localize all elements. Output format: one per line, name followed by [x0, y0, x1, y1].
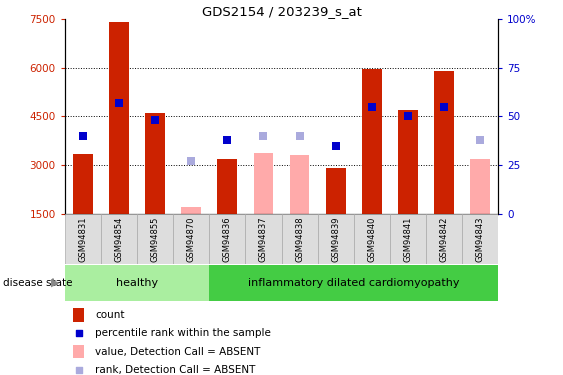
Bar — [217, 159, 237, 214]
Bar — [390, 214, 426, 264]
Point — [187, 158, 196, 164]
Bar — [217, 159, 237, 214]
Text: GSM94855: GSM94855 — [150, 216, 159, 262]
Bar — [289, 154, 310, 214]
Point — [476, 136, 485, 142]
Text: disease state: disease state — [3, 278, 72, 288]
Text: healthy: healthy — [116, 278, 158, 288]
Bar — [470, 159, 490, 214]
Text: percentile rank within the sample: percentile rank within the sample — [95, 328, 271, 338]
Bar — [181, 207, 201, 214]
Point — [331, 142, 340, 148]
Point — [295, 133, 304, 139]
Text: value, Detection Call = ABSENT: value, Detection Call = ABSENT — [95, 346, 261, 357]
Bar — [462, 214, 498, 264]
Text: GSM94838: GSM94838 — [295, 216, 304, 262]
Bar — [101, 214, 137, 264]
Bar — [209, 214, 245, 264]
Bar — [65, 265, 209, 301]
Text: inflammatory dilated cardiomyopathy: inflammatory dilated cardiomyopathy — [248, 278, 459, 288]
Bar — [73, 309, 84, 322]
Text: GSM94831: GSM94831 — [78, 216, 87, 262]
Bar — [253, 153, 274, 214]
Bar — [398, 110, 418, 214]
Point — [114, 100, 123, 106]
Point — [74, 330, 83, 336]
Bar — [282, 214, 318, 264]
Text: ▶: ▶ — [51, 278, 59, 288]
Bar — [318, 214, 354, 264]
Bar — [354, 214, 390, 264]
Text: GSM94843: GSM94843 — [476, 216, 485, 262]
Bar — [434, 71, 454, 214]
Bar — [245, 214, 282, 264]
Point — [367, 104, 376, 110]
Text: GSM94840: GSM94840 — [367, 216, 376, 262]
Text: GSM94854: GSM94854 — [114, 216, 123, 262]
Bar — [65, 214, 101, 264]
Point — [223, 136, 232, 142]
Bar — [362, 69, 382, 214]
Point — [74, 367, 83, 373]
Bar — [73, 154, 93, 214]
Text: rank, Detection Call = ABSENT: rank, Detection Call = ABSENT — [95, 365, 256, 375]
Point — [440, 104, 449, 110]
Bar — [145, 113, 165, 214]
Title: GDS2154 / 203239_s_at: GDS2154 / 203239_s_at — [202, 4, 361, 18]
Bar — [426, 214, 462, 264]
Text: GSM94836: GSM94836 — [223, 216, 232, 262]
Text: count: count — [95, 310, 124, 320]
Bar — [137, 214, 173, 264]
Text: GSM94837: GSM94837 — [259, 216, 268, 262]
Text: GSM94870: GSM94870 — [187, 216, 196, 262]
Text: GSM94842: GSM94842 — [440, 216, 449, 262]
Bar — [73, 345, 84, 358]
Bar — [209, 265, 498, 301]
Bar — [109, 22, 129, 214]
Point — [259, 133, 268, 139]
Point — [78, 133, 87, 139]
Bar — [173, 214, 209, 264]
Text: GSM94841: GSM94841 — [404, 216, 413, 262]
Bar — [326, 168, 346, 214]
Point — [150, 117, 159, 123]
Text: GSM94839: GSM94839 — [331, 216, 340, 262]
Point — [404, 113, 413, 119]
